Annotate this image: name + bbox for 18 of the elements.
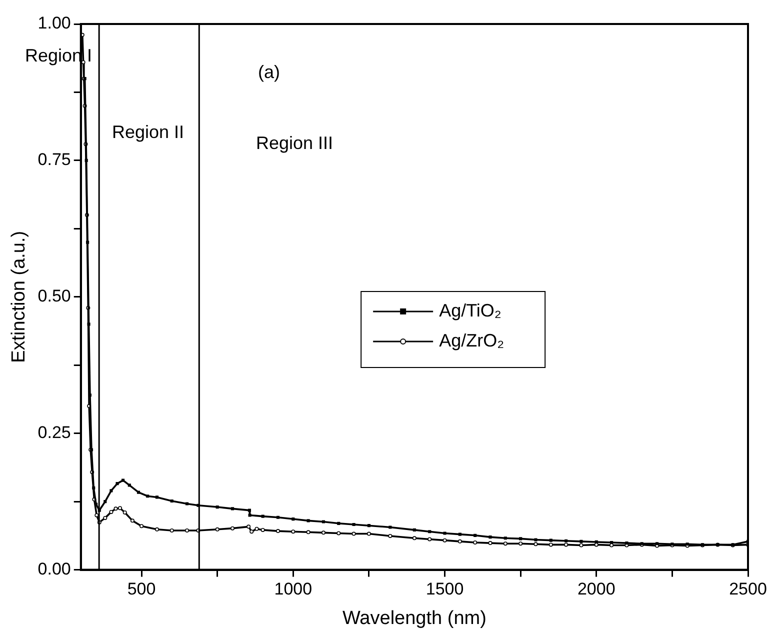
legend-label: Ag/ZrO₂ [439, 330, 504, 350]
y-axis-title: Extinction (a.u.) [8, 230, 30, 363]
x-tick-label: 500 [127, 580, 156, 599]
y-tick-label: 0.00 [38, 559, 71, 578]
y-tick-label: 0.50 [38, 286, 71, 306]
x-tick-label: 2500 [729, 580, 767, 599]
x-tick-label: 1500 [426, 580, 464, 599]
annotation: (a) [258, 62, 280, 82]
legend-label: Ag/TiO₂ [439, 300, 502, 320]
x-tick-label: 2000 [577, 580, 616, 599]
x-axis-title: Wavelength (nm) [342, 608, 486, 629]
annotation: Region I [25, 46, 92, 66]
y-tick-label: 1.00 [38, 14, 71, 33]
x-tick-label: 1000 [274, 580, 312, 599]
annotation: Region II [112, 122, 184, 142]
annotation: Region III [256, 133, 334, 154]
y-tick-label: 0.25 [38, 423, 71, 442]
y-tick-label: 0.75 [38, 150, 71, 170]
